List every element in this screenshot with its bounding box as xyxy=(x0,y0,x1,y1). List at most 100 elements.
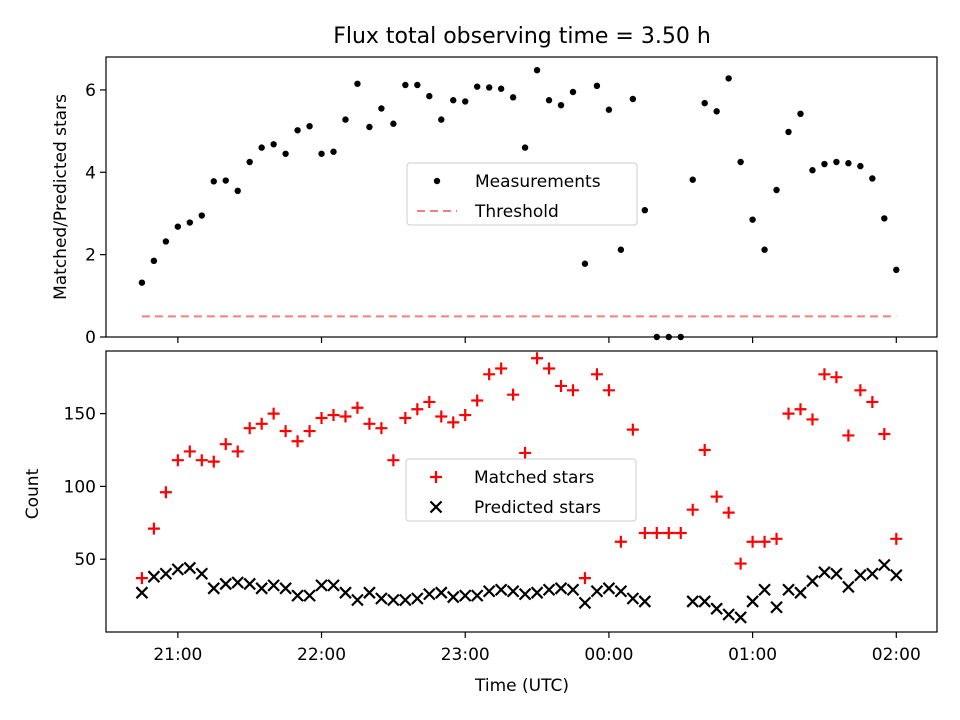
data-point xyxy=(893,266,900,274)
data-point xyxy=(387,454,400,467)
data-point xyxy=(545,97,553,104)
data-point xyxy=(794,586,807,599)
data-point xyxy=(638,595,652,608)
x-tick-label: 00:00 xyxy=(584,645,633,665)
data-point xyxy=(414,81,421,89)
data-point xyxy=(854,384,867,397)
data-point xyxy=(626,423,639,436)
data-point xyxy=(438,116,445,123)
data-point xyxy=(878,427,891,440)
data-point xyxy=(533,66,541,74)
data-point xyxy=(833,158,840,166)
data-point xyxy=(674,526,687,539)
data-point xyxy=(342,116,349,123)
data-point xyxy=(482,584,496,598)
data-point xyxy=(471,394,484,407)
data-point xyxy=(411,592,424,605)
data-point xyxy=(494,583,508,597)
data-point xyxy=(270,141,277,148)
data-point xyxy=(722,506,735,519)
data-point xyxy=(222,177,229,184)
data-point xyxy=(542,583,556,597)
data-point xyxy=(330,148,337,155)
data-point xyxy=(363,586,376,599)
y-tick-label: 100 xyxy=(64,477,96,497)
plot-frame xyxy=(105,56,938,338)
data-point xyxy=(701,99,708,107)
data-point xyxy=(758,583,771,597)
data-point xyxy=(339,410,352,423)
data-point xyxy=(725,75,732,82)
data-point xyxy=(531,352,544,365)
legend: Matched stars Predicted stars xyxy=(405,458,637,522)
series-predicted-stars xyxy=(135,558,903,624)
legend-label: Matched stars xyxy=(474,468,594,488)
data-point xyxy=(354,80,361,87)
data-point xyxy=(818,566,831,579)
data-point xyxy=(794,403,807,416)
data-point xyxy=(806,574,819,588)
data-point xyxy=(617,246,625,253)
data-point xyxy=(890,568,903,582)
data-point xyxy=(258,144,265,151)
data-point xyxy=(473,83,481,90)
y-tick-label: 50 xyxy=(74,550,96,570)
data-point xyxy=(423,395,436,408)
data-point xyxy=(399,411,412,424)
data-point xyxy=(869,175,876,182)
data-point xyxy=(339,586,352,599)
legend-label: Threshold xyxy=(474,202,559,222)
data-point xyxy=(485,84,493,91)
data-point xyxy=(378,105,385,112)
data-point xyxy=(770,532,783,545)
data-point xyxy=(746,595,759,608)
legend-box xyxy=(405,458,637,522)
data-point xyxy=(483,368,496,381)
data-point xyxy=(195,567,209,581)
data-point xyxy=(402,81,409,89)
data-point xyxy=(135,572,148,585)
data-point xyxy=(291,589,304,602)
y-tick-label: 6 xyxy=(85,81,96,101)
data-point xyxy=(207,582,221,595)
data-point xyxy=(174,223,182,230)
data-point xyxy=(198,212,205,219)
data-point xyxy=(593,82,601,90)
data-point xyxy=(713,108,720,115)
data-point xyxy=(351,401,364,414)
data-point xyxy=(303,425,316,438)
data-point xyxy=(818,368,831,381)
data-point xyxy=(530,586,544,599)
data-point xyxy=(689,176,696,183)
data-point xyxy=(390,120,397,127)
data-point xyxy=(171,454,184,467)
top-panel: 0 2 4 6 Measurements Threshold xyxy=(85,56,938,348)
data-point xyxy=(459,409,472,422)
data-point xyxy=(306,122,313,130)
data-point xyxy=(722,608,735,621)
data-point xyxy=(797,110,804,118)
data-point xyxy=(291,435,304,448)
data-point xyxy=(578,596,592,610)
data-point xyxy=(830,371,843,384)
data-point xyxy=(207,455,220,468)
data-point xyxy=(773,186,780,194)
data-point xyxy=(857,162,864,170)
data-point xyxy=(315,579,328,592)
data-point xyxy=(195,454,208,467)
data-point xyxy=(626,592,640,605)
data-point xyxy=(710,490,723,503)
data-point xyxy=(842,580,855,594)
data-point xyxy=(569,88,577,96)
data-point xyxy=(698,595,711,608)
data-point xyxy=(294,127,301,134)
data-point xyxy=(554,582,568,595)
data-point xyxy=(782,583,795,597)
data-point xyxy=(282,150,289,157)
data-point xyxy=(614,535,627,548)
x-tick-label: 02:00 xyxy=(872,645,921,665)
data-point xyxy=(243,577,256,591)
data-point xyxy=(497,85,505,92)
data-point xyxy=(327,579,340,592)
data-point xyxy=(761,246,768,253)
